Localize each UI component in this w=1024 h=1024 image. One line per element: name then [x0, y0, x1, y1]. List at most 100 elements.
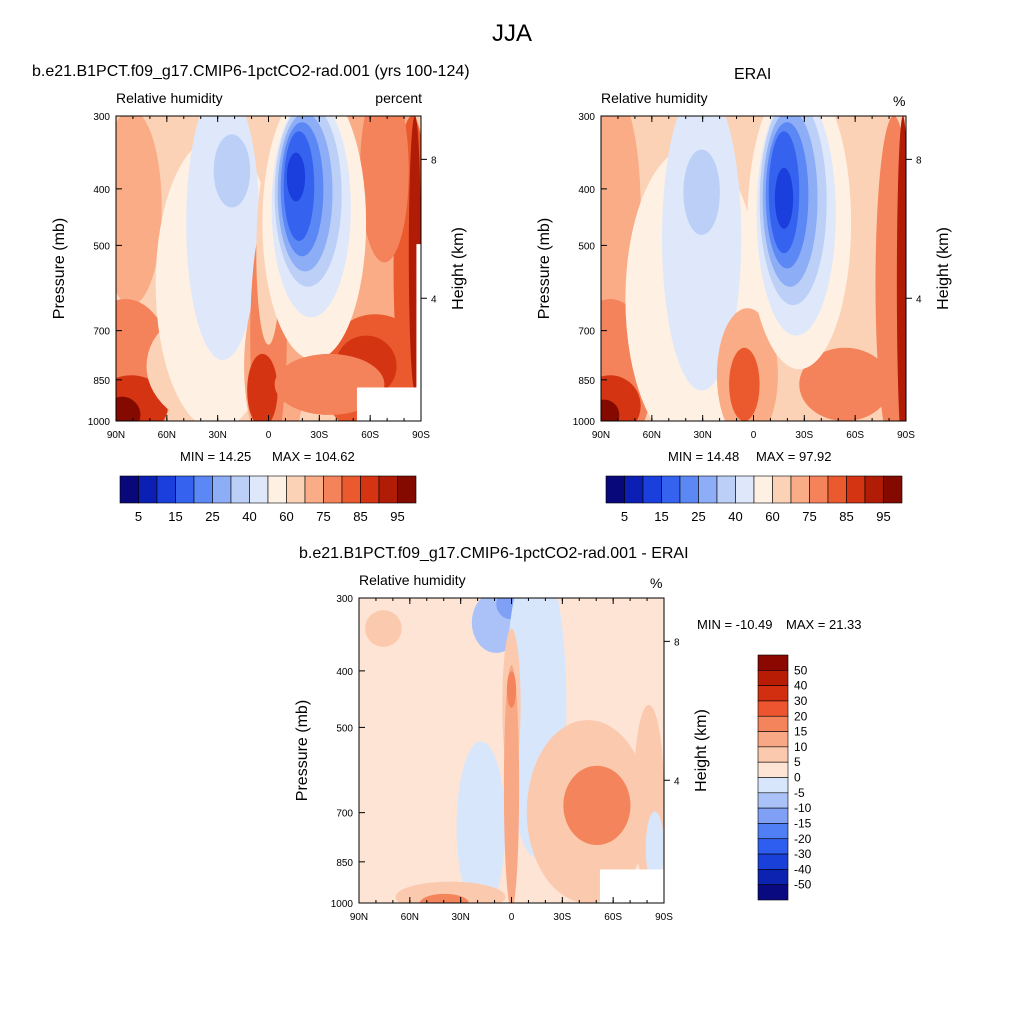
x-tick-label: 90N — [592, 430, 610, 441]
contour-region — [896, 116, 906, 421]
contour-region — [875, 116, 906, 421]
panel1-plot: 90N 60N 30N 0 30S 60S 90S 300 400 500 700 850 1000 8 4… — [51, 112, 467, 441]
colorbar-label: 5 — [621, 509, 628, 524]
colorbar-swatch — [790, 475, 810, 504]
y2-tick-label: 8 — [916, 155, 922, 166]
colorbar-swatch — [212, 475, 232, 504]
colorbar-swatch — [267, 475, 287, 504]
panel1-max-label: MAX = 104.62 — [272, 449, 355, 464]
contour-fill — [601, 116, 906, 421]
colorbar-label: 85 — [839, 509, 853, 524]
colorbar-label: 5 — [794, 755, 801, 769]
colorbar-swatch — [249, 475, 269, 504]
figure-title: JJA — [491, 20, 532, 47]
panel2-min-label: MIN = 14.48 — [668, 449, 740, 464]
y2-tick-label: 4 — [916, 294, 922, 305]
x-tick-label: 30S — [310, 430, 328, 441]
y2-tick-label: 8 — [431, 155, 437, 166]
y-tick-label: 700 — [336, 809, 353, 820]
colorbar-label: 15 — [794, 725, 808, 739]
colorbar-swatch — [304, 475, 324, 504]
colorbar-label: -5 — [794, 786, 805, 800]
colorbar-label: 95 — [390, 509, 404, 524]
colorbar-label: 85 — [353, 509, 367, 524]
colorbar-label: 40 — [794, 679, 808, 693]
x-tick-label: 60S — [361, 430, 379, 441]
colorbar-swatch — [735, 475, 755, 504]
contour-region — [683, 149, 720, 235]
colorbar-swatch — [156, 475, 176, 504]
colorbar-swatch — [827, 475, 847, 504]
contour-region — [420, 893, 469, 903]
y-axis-label: Pressure (mb) — [536, 218, 553, 319]
y-tick-label: 1000 — [331, 899, 354, 910]
contour-region — [395, 881, 506, 903]
x-tick-label: 0 — [509, 912, 515, 923]
colorbar-label: 50 — [794, 663, 808, 677]
y-tick-label: 850 — [336, 858, 353, 869]
contour-region — [365, 610, 402, 647]
colorbar-swatch — [624, 475, 644, 504]
y2-axis-label: Height (km) — [935, 227, 952, 310]
colorbar-swatch — [698, 475, 718, 504]
contour-region — [774, 167, 794, 229]
contour-fill — [116, 116, 421, 421]
colorbar-swatch — [883, 475, 903, 504]
colorbar-swatch — [757, 777, 789, 794]
colorbar-label: -40 — [794, 862, 812, 876]
y-tick-label: 400 — [578, 185, 595, 196]
colorbar-swatch — [757, 884, 789, 901]
contour-region — [601, 399, 620, 421]
colorbar-label: -50 — [794, 878, 812, 892]
colorbar-swatch — [846, 475, 866, 504]
y-tick-label: 700 — [578, 327, 595, 338]
x-tick-label: 60S — [846, 430, 864, 441]
colorbar-swatch — [679, 475, 699, 504]
colorbar-label: -10 — [794, 801, 812, 815]
panel1-colorbar: 5 15 25 40 60 75 85 95 — [119, 475, 417, 524]
panel1-units-label: percent — [375, 90, 422, 106]
contour-region — [799, 347, 891, 421]
colorbar-label: 25 — [691, 509, 705, 524]
x-tick-label: 30S — [795, 430, 813, 441]
colorbar-label: 5 — [135, 509, 142, 524]
x-tick-label: 90S — [412, 430, 430, 441]
colorbar-swatch — [360, 475, 380, 504]
missing-data-region — [416, 244, 423, 421]
x-tick-label: 60S — [604, 912, 622, 923]
x-tick-label: 30N — [208, 430, 226, 441]
colorbar-swatch — [757, 869, 789, 885]
colorbar-swatch — [757, 670, 789, 686]
panel2-units-label: % — [893, 93, 906, 109]
y-tick-label: 400 — [93, 185, 110, 196]
y-tick-label: 850 — [578, 376, 595, 387]
colorbar-swatch — [605, 475, 625, 504]
colorbar-label: 30 — [794, 694, 808, 708]
panel1-min-label: MIN = 14.25 — [180, 449, 252, 464]
colorbar-label: 75 — [802, 509, 816, 524]
contour-region — [563, 765, 631, 846]
y-tick-label: 400 — [336, 667, 353, 678]
contour-region — [213, 134, 251, 208]
y-tick-label: 1000 — [573, 417, 596, 428]
colorbar-label: -15 — [794, 816, 812, 830]
panel3-plot: 90N 60N 30N 0 30S 60S 90S 300 400 500 700 850 1000 8 4… — [294, 594, 710, 923]
contour-fill — [359, 598, 664, 903]
colorbar-swatch — [809, 475, 829, 504]
panel3-units-label: % — [650, 575, 663, 591]
panel2-colorbar: 5 15 25 40 60 75 85 95 — [605, 475, 903, 524]
colorbar-swatch — [119, 475, 139, 504]
x-tick-label: 60N — [158, 430, 176, 441]
contour-region — [286, 152, 306, 202]
colorbar-label: 60 — [279, 509, 293, 524]
x-tick-label: 0 — [751, 430, 757, 441]
colorbar-swatch — [757, 761, 789, 778]
contour-region — [729, 347, 760, 421]
y-tick-label: 500 — [336, 723, 353, 734]
colorbar-label: 40 — [242, 509, 256, 524]
colorbar-swatch — [772, 475, 792, 504]
colorbar-swatch — [757, 700, 789, 717]
colorbar-swatch — [757, 853, 789, 870]
